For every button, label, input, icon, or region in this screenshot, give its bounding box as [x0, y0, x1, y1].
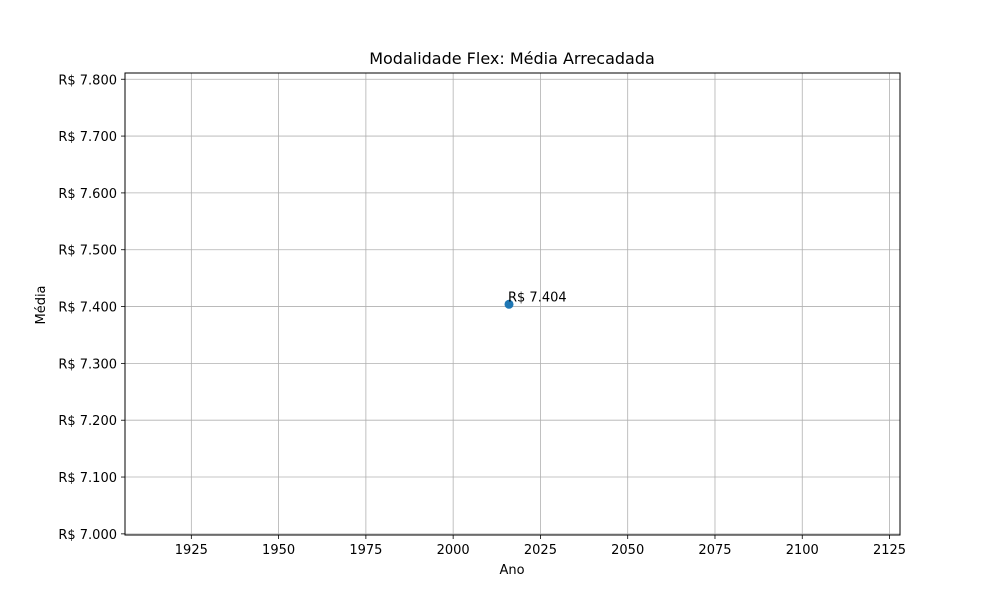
y-tick-label: R$ 7.700 — [58, 130, 117, 145]
x-tick-label: 2050 — [611, 543, 644, 558]
x-axis: 1925 1950 1975 2000 2025 2050 2075 2100 2125 — [175, 535, 906, 558]
x-tick-label: 2100 — [786, 543, 819, 558]
y-axis: R$ 7.000 R$ 7.100 R$ 7.200 R$ 7.300 R$ 7.400… — [58, 73, 125, 543]
x-tick-label: 1925 — [175, 543, 208, 558]
y-tick-label: R$ 7.300 — [58, 357, 117, 372]
y-tick-label: R$ 7.600 — [58, 187, 117, 202]
data-point — [504, 299, 514, 309]
y-tick-label: R$ 7.400 — [58, 301, 117, 316]
data-points: R$ 7.404 — [504, 290, 567, 309]
y-tick-label: R$ 7.500 — [58, 244, 117, 259]
x-axis-label: Ano — [499, 563, 524, 578]
y-tick-label: R$ 7.000 — [58, 528, 117, 543]
y-axis-label: Média — [34, 285, 49, 324]
y-tick-label: R$ 7.800 — [58, 73, 117, 88]
x-tick-label: 2125 — [873, 543, 906, 558]
y-tick-label: R$ 7.100 — [58, 471, 117, 486]
x-tick-label: 2025 — [524, 543, 557, 558]
x-tick-label: 1975 — [349, 543, 382, 558]
plot-area-frame — [124, 72, 901, 536]
y-tick-label: R$ 7.200 — [58, 414, 117, 429]
data-label: R$ 7.404 — [508, 290, 567, 305]
chart-title: Modalidade Flex: Média Arrecadada — [369, 49, 655, 68]
x-tick-label: 2075 — [698, 543, 731, 558]
x-tick-label: 2000 — [437, 543, 470, 558]
x-tick-label: 1950 — [262, 543, 295, 558]
